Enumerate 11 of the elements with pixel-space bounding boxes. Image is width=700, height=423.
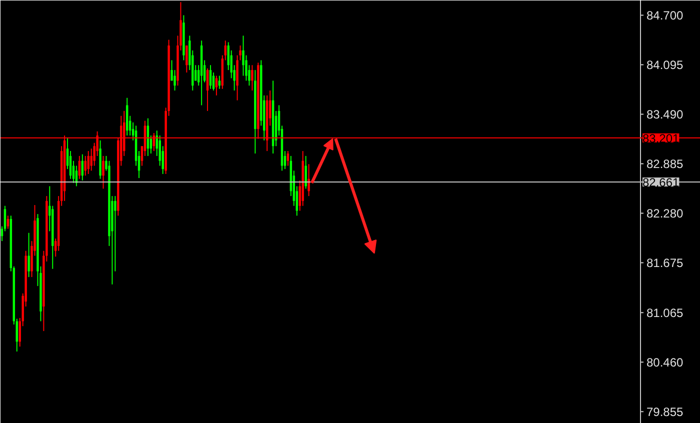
y-tick-label: 84.095: [646, 58, 684, 72]
y-tick-label: 82.885: [646, 157, 684, 172]
y-tick-label: 82.280: [646, 206, 684, 221]
y-tick-label: 84.700: [646, 8, 684, 23]
y-tick-label: 79.855: [646, 405, 684, 420]
ref-line-label: 83.201: [642, 131, 680, 146]
ref-line-label: 82.661: [642, 176, 680, 190]
y-tick-label: 80.460: [646, 356, 684, 370]
y-tick-label: 83.490: [646, 108, 684, 122]
y-tick-label: 81.065: [646, 306, 684, 320]
y-tick-label: 81.675: [646, 256, 684, 270]
